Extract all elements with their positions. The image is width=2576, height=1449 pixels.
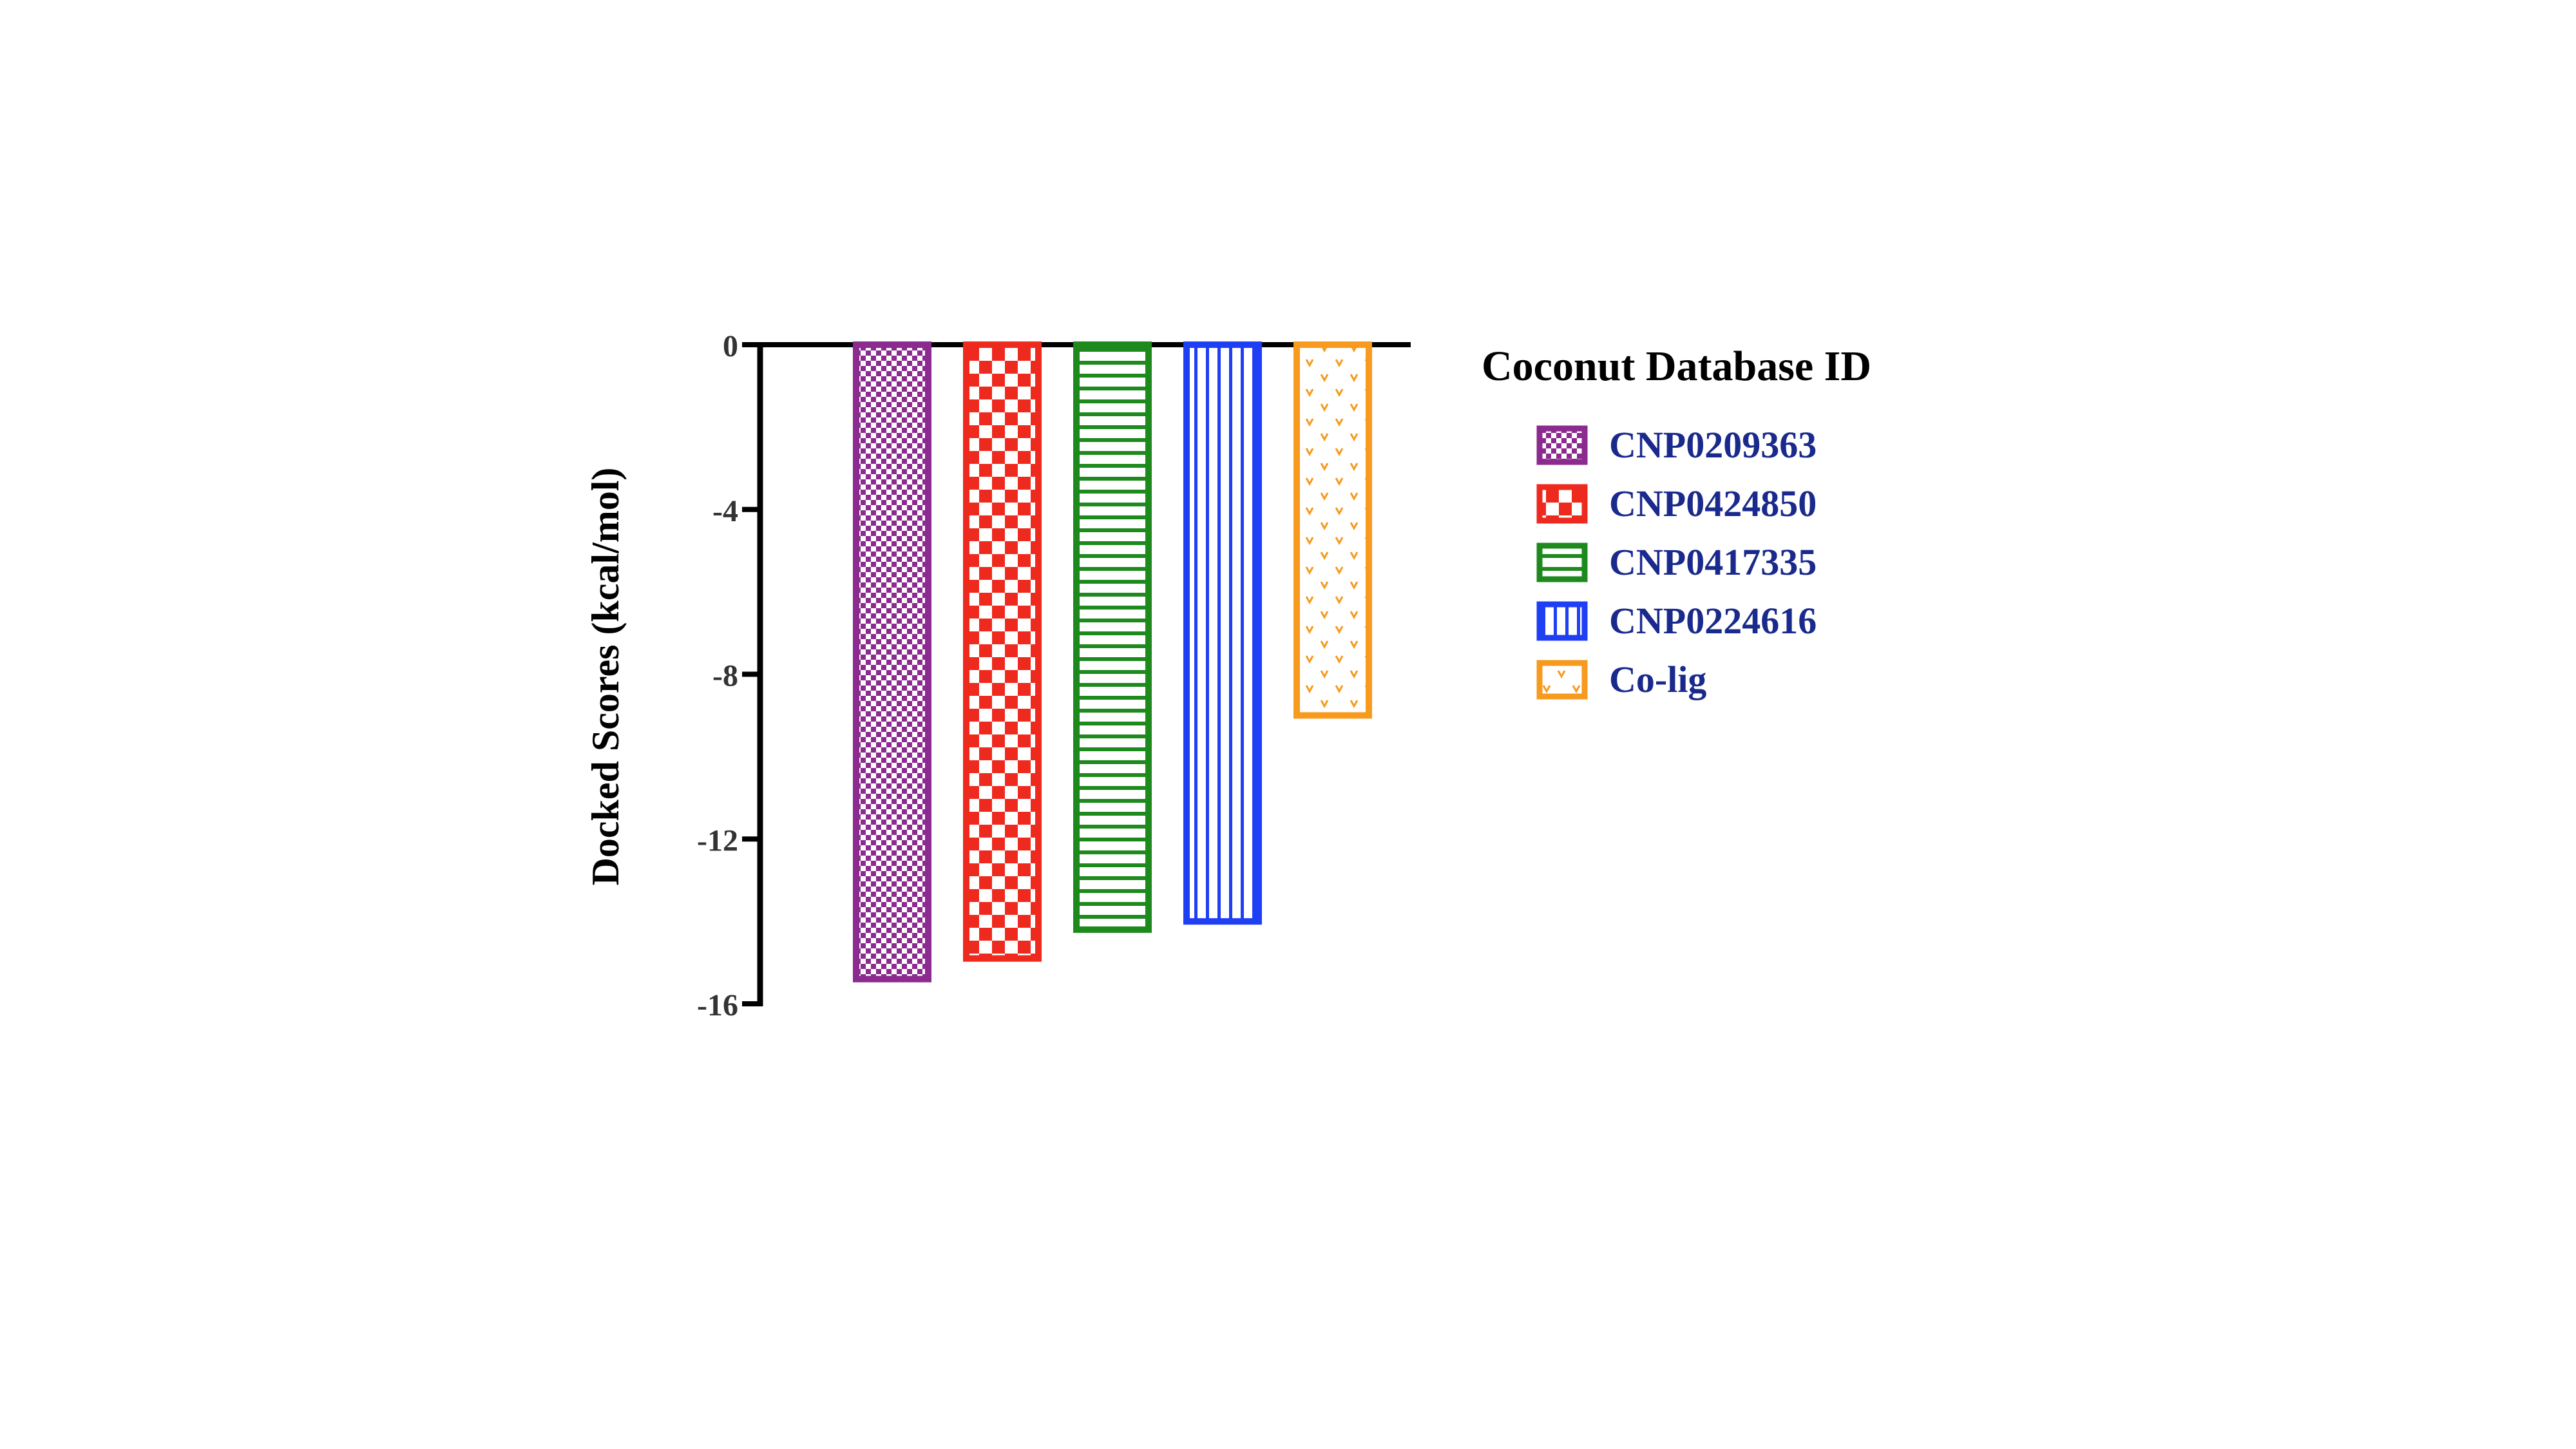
bar-cnp0424850	[963, 341, 1042, 962]
legend: CNP0209363 CNP0424850 CNP0417335 CNP0224616…	[1536, 424, 1817, 700]
bar-cnp0224616	[1183, 341, 1262, 925]
legend-title: Coconut Database ID	[1482, 343, 1871, 390]
legend-swatch	[1536, 542, 1588, 582]
bar-cnp0417335	[1073, 341, 1152, 933]
y-tick-label: 0	[723, 329, 738, 363]
legend-label: CNP0424850	[1609, 483, 1817, 524]
legend-label: CNP0224616	[1609, 600, 1817, 642]
legend-label: CNP0209363	[1609, 424, 1817, 466]
y-tick-label: -4	[712, 494, 738, 528]
y-tick-label: -12	[697, 823, 738, 858]
legend-swatch	[1536, 425, 1588, 465]
legend-swatch	[1536, 601, 1588, 641]
legend-label: CNP0417335	[1609, 541, 1817, 583]
bar-co-lig	[1293, 341, 1372, 719]
bars	[853, 341, 1372, 983]
bar-cnp0209363	[853, 341, 931, 983]
y-tick-label: -16	[697, 988, 738, 1022]
legend-swatch	[1536, 484, 1588, 524]
y-tick-label: -8	[712, 659, 738, 693]
legend-label: Co-lig	[1609, 658, 1706, 700]
y-axis-label: Docked Scores (kcal/mol)	[584, 468, 627, 886]
legend-swatch	[1536, 660, 1588, 700]
